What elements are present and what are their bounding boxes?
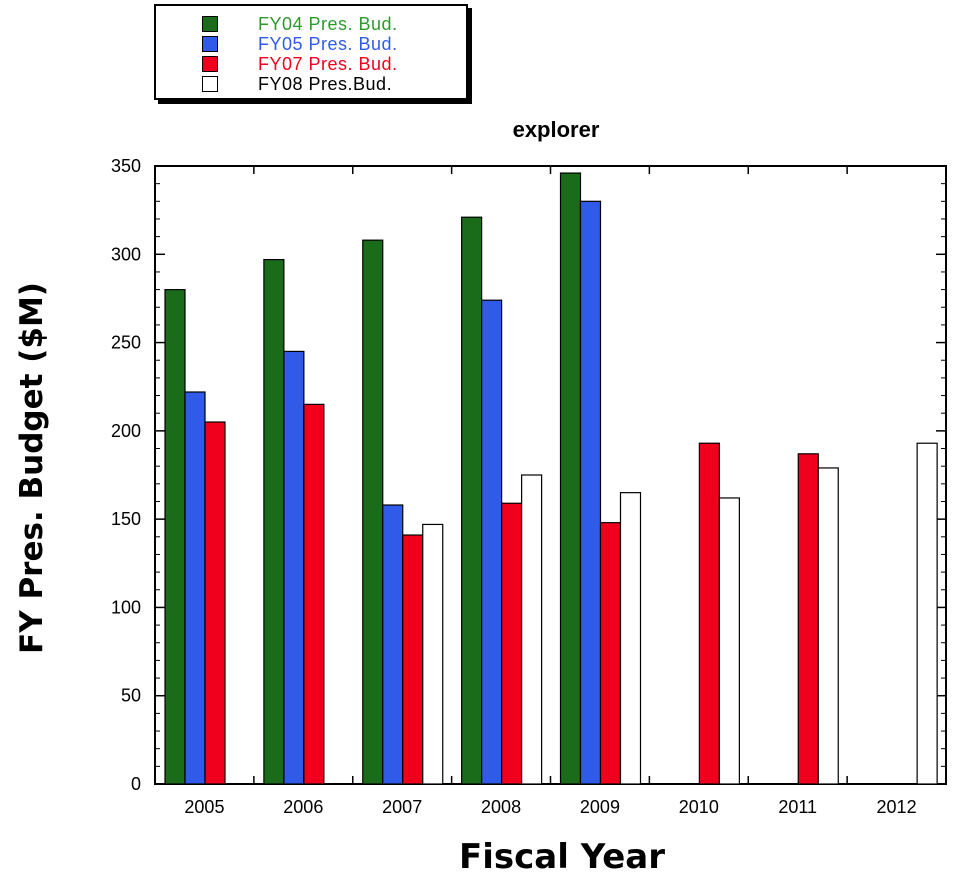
legend-swatch [202, 76, 218, 92]
x-tick-label: 2012 [877, 797, 917, 817]
bar [164, 289, 186, 785]
bar [579, 200, 602, 785]
legend-label: FY04 Pres. Bud. [258, 14, 398, 34]
legend-swatch [202, 16, 218, 32]
bar [461, 216, 483, 785]
bar [204, 421, 226, 785]
bar [263, 258, 285, 785]
x-axis-label: Fiscal Year [459, 837, 665, 872]
bar [501, 502, 523, 785]
y-tick-label: 150 [111, 509, 141, 529]
y-tick-label: 50 [121, 686, 141, 706]
legend-swatch [202, 56, 218, 72]
legend-label: FY05 Pres. Bud. [258, 34, 398, 54]
bar [402, 534, 424, 785]
bar [619, 492, 642, 785]
x-tick-label: 2006 [283, 797, 323, 817]
y-tick-label: 0 [131, 774, 141, 794]
bar [718, 497, 740, 785]
bar [797, 453, 819, 785]
bar [422, 523, 444, 785]
bar [382, 504, 404, 785]
bars [164, 172, 938, 785]
bar [362, 239, 384, 785]
x-tick-label: 2011 [778, 797, 817, 817]
y-tick-label: 100 [111, 597, 141, 617]
x-tick-label: 2010 [679, 797, 719, 817]
x-tick-label: 2007 [382, 797, 422, 817]
bar [283, 350, 305, 785]
x-tick-label: 2008 [481, 797, 521, 817]
bar [521, 474, 543, 785]
y-tick-label: 350 [111, 156, 141, 176]
bar [817, 467, 839, 785]
x-tick-label: 2005 [184, 797, 224, 817]
y-tick-label: 250 [111, 333, 141, 353]
legend-label: FY07 Pres. Bud. [258, 54, 398, 74]
chart-title: explorer [513, 117, 600, 142]
tick-labels: 0 50 100 150 200 250 300 350 2005 2006 2007 2008 200… [111, 156, 917, 817]
y-tick-label: 300 [111, 244, 141, 264]
bar [303, 403, 325, 785]
bar [916, 442, 938, 785]
y-tick-label: 200 [111, 421, 141, 441]
bar [481, 299, 503, 785]
bar [559, 172, 582, 785]
legend-swatch [202, 36, 218, 52]
bar [599, 522, 622, 785]
bar [184, 391, 206, 785]
legend: FY04 Pres. Bud. FY05 Pres. Bud. FY07 Pre… [154, 4, 468, 100]
legend-label: FY08 Pres.Bud. [258, 74, 393, 94]
bar [698, 442, 720, 785]
x-tick-label: 2009 [580, 797, 620, 817]
y-axis-label: FY Pres. Budget ($M) [14, 282, 50, 654]
